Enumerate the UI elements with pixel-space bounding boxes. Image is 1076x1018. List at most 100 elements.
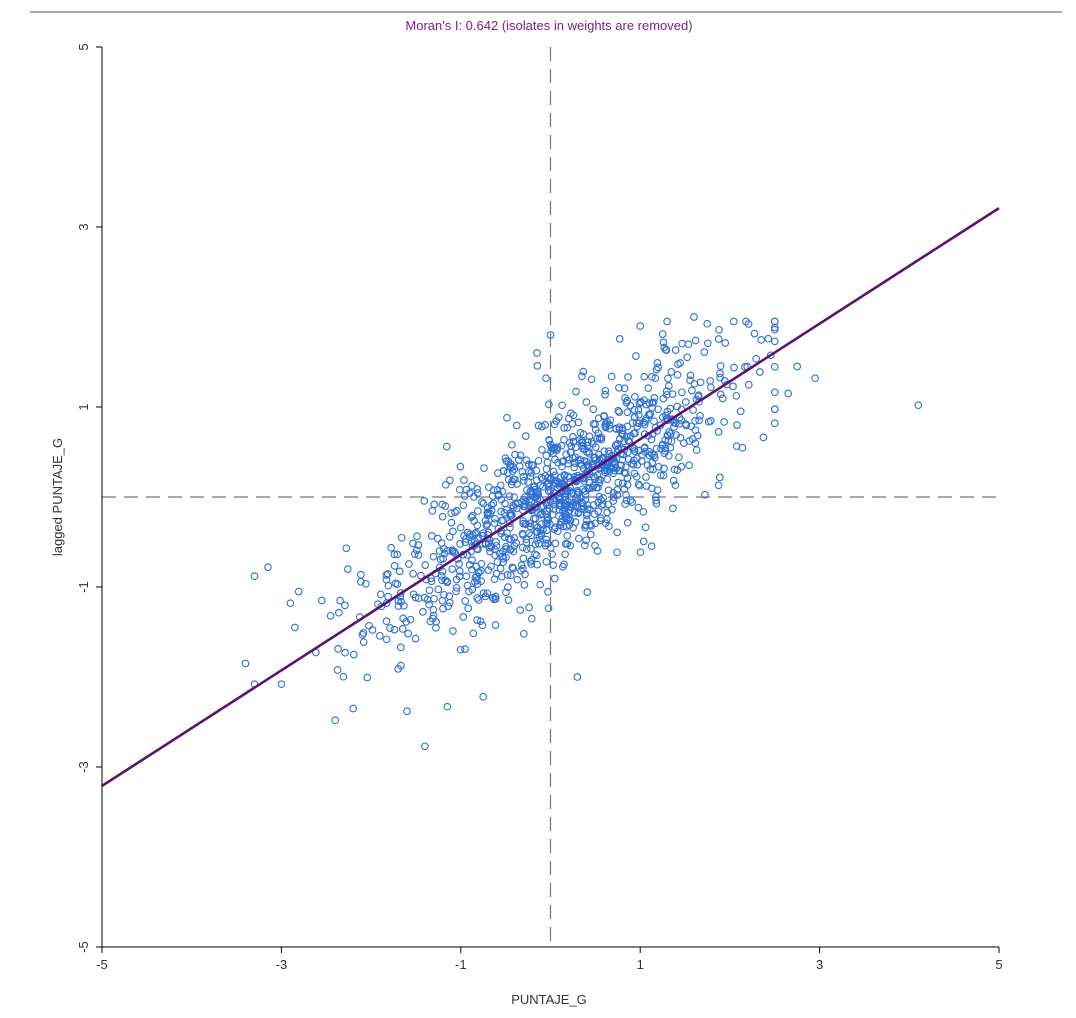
scatter-point: [572, 494, 580, 502]
scatter-point: [707, 383, 715, 392]
scatter-point: [434, 585, 443, 594]
scatter-point: [620, 468, 629, 477]
scatter-point: [466, 530, 474, 539]
scatter-point: [563, 531, 572, 540]
scatter-point: [507, 511, 516, 520]
scatter-point: [579, 367, 588, 376]
scatter-point: [439, 554, 447, 563]
scatter-point: [494, 469, 502, 477]
scatter-point: [445, 476, 454, 485]
scatter-point: [472, 572, 481, 581]
scatter-point: [565, 474, 574, 482]
scatter-point: [455, 567, 464, 575]
y-tick-label: -1: [76, 581, 91, 593]
scatter-point: [691, 426, 700, 435]
scatter-point: [630, 406, 639, 414]
scatter-point: [623, 518, 632, 527]
scatter-point: [456, 540, 464, 548]
scatter-point: [522, 545, 531, 554]
scatter-point: [331, 716, 340, 725]
scatter-point: [520, 502, 528, 511]
scatter-point: [492, 541, 501, 550]
scatter-point: [445, 532, 454, 541]
scatter-point: [784, 389, 793, 398]
scatter-point: [501, 499, 509, 508]
scatter-point: [624, 373, 632, 381]
scatter-point: [390, 562, 399, 570]
scatter-point: [671, 419, 680, 428]
scatter-point: [555, 482, 564, 490]
scatter-point: [538, 422, 546, 431]
scatter-point: [452, 587, 460, 596]
scatter-point: [491, 595, 500, 603]
scatter-point: [505, 492, 514, 501]
scatter-point: [630, 445, 639, 453]
scatter-point: [621, 500, 630, 508]
scatter-point: [414, 541, 423, 549]
scatter-point: [553, 483, 562, 492]
scatter-point: [563, 423, 572, 432]
scatter-point: [714, 428, 723, 436]
scatter-point: [530, 493, 539, 502]
scatter-point: [624, 436, 633, 445]
scatter-point: [732, 391, 741, 400]
scatter-point: [506, 462, 514, 470]
scatter-point: [566, 516, 575, 525]
scatter-point: [639, 537, 648, 546]
scatter-point: [492, 538, 500, 546]
scatter-point: [714, 481, 723, 490]
scatter-point: [403, 707, 411, 716]
scatter-point: [386, 624, 394, 632]
scatter-point: [593, 547, 602, 555]
scatter-point: [576, 494, 585, 502]
scatter-point: [703, 339, 712, 348]
scatter-point: [551, 523, 560, 532]
scatter-point: [473, 580, 482, 589]
scatter-point: [526, 472, 535, 481]
scatter-point: [521, 570, 529, 579]
scatter-point: [596, 475, 605, 484]
scatter-point: [685, 461, 693, 470]
scatter-point: [594, 414, 603, 423]
scatter-point: [462, 572, 471, 581]
scatter-point: [591, 474, 599, 483]
scatter-point: [686, 371, 695, 380]
scatter-point: [451, 508, 459, 517]
scatter-point: [333, 666, 342, 674]
scatter-point: [549, 505, 558, 513]
scatter-point: [583, 441, 592, 450]
y-axis-label: lagged PUNTAJE_G: [50, 438, 65, 556]
scatter-point: [473, 616, 481, 624]
scatter-point: [666, 429, 675, 438]
scatter-point: [516, 451, 525, 460]
scatter-point: [448, 565, 457, 573]
scatter-point: [595, 434, 604, 443]
scatter-point: [620, 384, 629, 393]
scatter-point: [349, 704, 358, 713]
scatter-point: [533, 349, 541, 357]
scatter-point: [571, 459, 579, 467]
scatter-point: [504, 596, 513, 604]
x-tick-label: 5: [995, 957, 1002, 972]
y-tick-label: -3: [76, 761, 91, 773]
scatter-point: [701, 490, 709, 499]
scatter-point: [770, 317, 779, 326]
scatter-point: [427, 577, 436, 586]
scatter-point: [669, 504, 677, 513]
scatter-point: [555, 494, 564, 502]
scatter-point: [578, 372, 586, 381]
scatter-point: [611, 458, 619, 467]
scatter-point: [395, 567, 404, 576]
scatter-points: [241, 313, 923, 751]
x-axis-label: PUNTAJE_G: [511, 992, 587, 1007]
scatter-point: [491, 514, 499, 523]
scatter-point: [456, 462, 465, 471]
scatter-point: [549, 467, 558, 476]
scatter-point: [383, 570, 392, 578]
scatter-point: [543, 501, 551, 510]
scatter-point: [663, 407, 672, 416]
scatter-point: [661, 345, 670, 354]
scatter-point: [551, 479, 560, 488]
scatter-point: [483, 520, 491, 528]
regression-layer: [101, 207, 1000, 787]
